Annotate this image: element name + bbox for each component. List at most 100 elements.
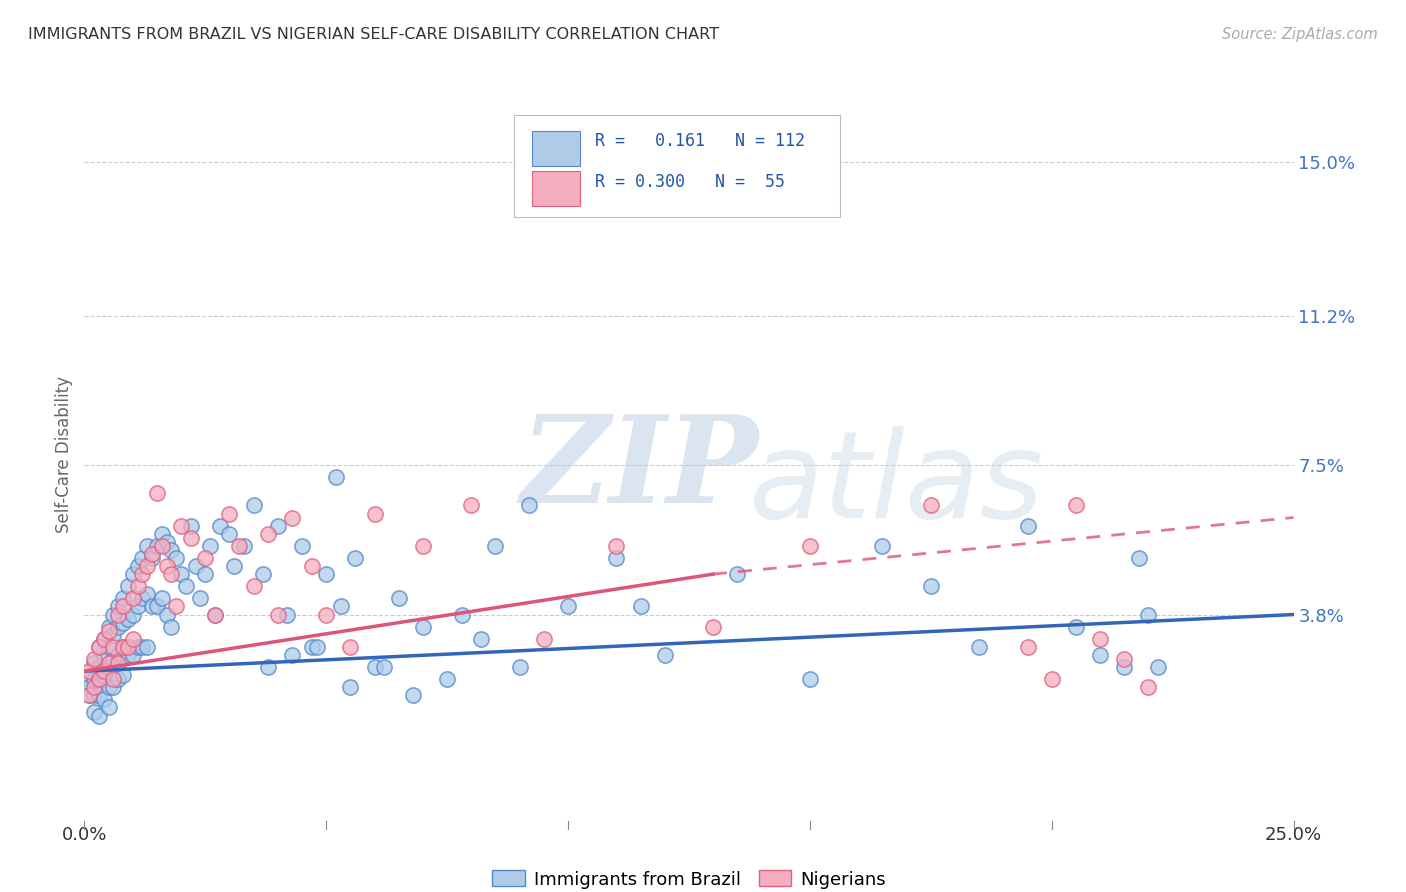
Point: [131, 640, 153, 654]
Point: [93, 664, 115, 678]
Point: [1088, 632, 1111, 646]
Point: [1088, 648, 1111, 662]
Point: [184, 559, 207, 574]
Point: [872, 539, 894, 553]
Point: [112, 668, 135, 682]
Point: [77, 689, 100, 703]
Point: [301, 640, 323, 654]
Point: [224, 559, 246, 574]
Point: [87, 660, 110, 674]
Point: [121, 632, 143, 646]
Point: [83, 672, 105, 686]
Point: [1017, 640, 1039, 654]
Point: [127, 579, 149, 593]
Point: [131, 567, 153, 582]
Point: [170, 567, 193, 582]
Point: [460, 499, 482, 513]
Point: [388, 591, 411, 606]
Point: [107, 599, 129, 614]
Point: [103, 628, 125, 642]
Point: [117, 640, 139, 654]
Point: [402, 689, 425, 703]
Point: [93, 652, 115, 666]
Point: [93, 672, 115, 686]
Point: [301, 559, 323, 574]
Point: [93, 692, 115, 706]
Point: [112, 640, 135, 654]
Point: [107, 607, 129, 622]
Text: Source: ZipAtlas.com: Source: ZipAtlas.com: [1222, 27, 1378, 42]
Point: [107, 656, 129, 670]
Point: [1064, 620, 1087, 634]
Point: [339, 680, 361, 694]
Point: [412, 539, 434, 553]
Point: [470, 632, 492, 646]
Point: [436, 672, 458, 686]
Point: [117, 579, 139, 593]
FancyBboxPatch shape: [513, 115, 841, 218]
Text: R = 0.300   N =  55: R = 0.300 N = 55: [595, 173, 785, 191]
Point: [291, 539, 314, 553]
Point: [218, 507, 240, 521]
Point: [315, 607, 337, 622]
Point: [412, 620, 434, 634]
Point: [1114, 652, 1136, 666]
Point: [136, 559, 159, 574]
Point: [799, 539, 821, 553]
Point: [107, 620, 129, 634]
Point: [160, 542, 183, 557]
Point: [228, 539, 250, 553]
Point: [155, 607, 177, 622]
Point: [218, 526, 240, 541]
Point: [363, 507, 385, 521]
Point: [190, 591, 212, 606]
Point: [276, 607, 298, 622]
Point: [194, 551, 217, 566]
Point: [1128, 551, 1150, 566]
Point: [87, 708, 110, 723]
Point: [257, 526, 280, 541]
Point: [87, 640, 110, 654]
Point: [77, 689, 100, 703]
Point: [557, 599, 579, 614]
Point: [799, 672, 821, 686]
Point: [363, 660, 385, 674]
Point: [242, 579, 264, 593]
Point: [517, 499, 540, 513]
Point: [103, 672, 125, 686]
Y-axis label: Self-Care Disability: Self-Care Disability: [55, 376, 73, 533]
Point: [103, 607, 125, 622]
Point: [146, 539, 169, 553]
Point: [121, 607, 143, 622]
Point: [198, 539, 221, 553]
Point: [702, 620, 724, 634]
Point: [180, 531, 202, 545]
Point: [121, 567, 143, 582]
Point: [112, 640, 135, 654]
Point: [97, 700, 120, 714]
Point: [484, 539, 506, 553]
Point: [93, 632, 115, 646]
Point: [509, 660, 531, 674]
Point: [83, 705, 105, 719]
Point: [1040, 672, 1063, 686]
Point: [174, 579, 197, 593]
Point: [112, 615, 135, 630]
Point: [150, 526, 173, 541]
Point: [920, 499, 942, 513]
Point: [136, 539, 159, 553]
Point: [165, 551, 187, 566]
Point: [141, 599, 163, 614]
Point: [920, 579, 942, 593]
Point: [131, 551, 153, 566]
Point: [204, 607, 226, 622]
Point: [97, 620, 120, 634]
Point: [121, 648, 143, 662]
Point: [160, 567, 183, 582]
Point: [315, 567, 337, 582]
Point: [121, 591, 143, 606]
Point: [112, 591, 135, 606]
Point: [87, 672, 110, 686]
Point: [180, 518, 202, 533]
Point: [329, 599, 352, 614]
